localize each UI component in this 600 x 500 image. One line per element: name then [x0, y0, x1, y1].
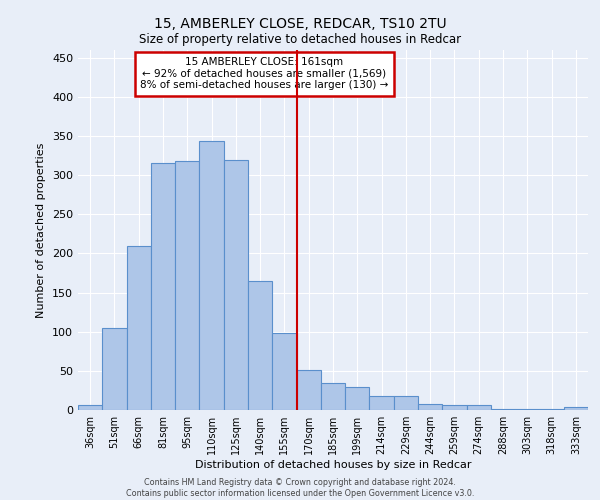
- Bar: [321, 382, 345, 410]
- X-axis label: Distribution of detached houses by size in Redcar: Distribution of detached houses by size …: [195, 460, 471, 470]
- Bar: [345, 386, 370, 410]
- Bar: [199, 141, 224, 410]
- Bar: [442, 406, 467, 410]
- Bar: [539, 409, 564, 410]
- Bar: [467, 406, 491, 410]
- Text: 15, AMBERLEY CLOSE, REDCAR, TS10 2TU: 15, AMBERLEY CLOSE, REDCAR, TS10 2TU: [154, 18, 446, 32]
- Bar: [296, 370, 321, 410]
- Bar: [515, 409, 539, 410]
- Bar: [102, 328, 127, 410]
- Bar: [78, 404, 102, 410]
- Bar: [224, 160, 248, 410]
- Y-axis label: Number of detached properties: Number of detached properties: [37, 142, 46, 318]
- Bar: [394, 396, 418, 410]
- Bar: [272, 334, 296, 410]
- Bar: [564, 407, 588, 410]
- Text: Contains HM Land Registry data © Crown copyright and database right 2024.
Contai: Contains HM Land Registry data © Crown c…: [126, 478, 474, 498]
- Text: Size of property relative to detached houses in Redcar: Size of property relative to detached ho…: [139, 32, 461, 46]
- Bar: [418, 404, 442, 410]
- Bar: [248, 281, 272, 410]
- Bar: [491, 409, 515, 410]
- Bar: [127, 246, 151, 410]
- Bar: [370, 396, 394, 410]
- Bar: [175, 161, 199, 410]
- Bar: [151, 162, 175, 410]
- Text: 15 AMBERLEY CLOSE: 161sqm
← 92% of detached houses are smaller (1,569)
8% of sem: 15 AMBERLEY CLOSE: 161sqm ← 92% of detac…: [140, 57, 388, 90]
